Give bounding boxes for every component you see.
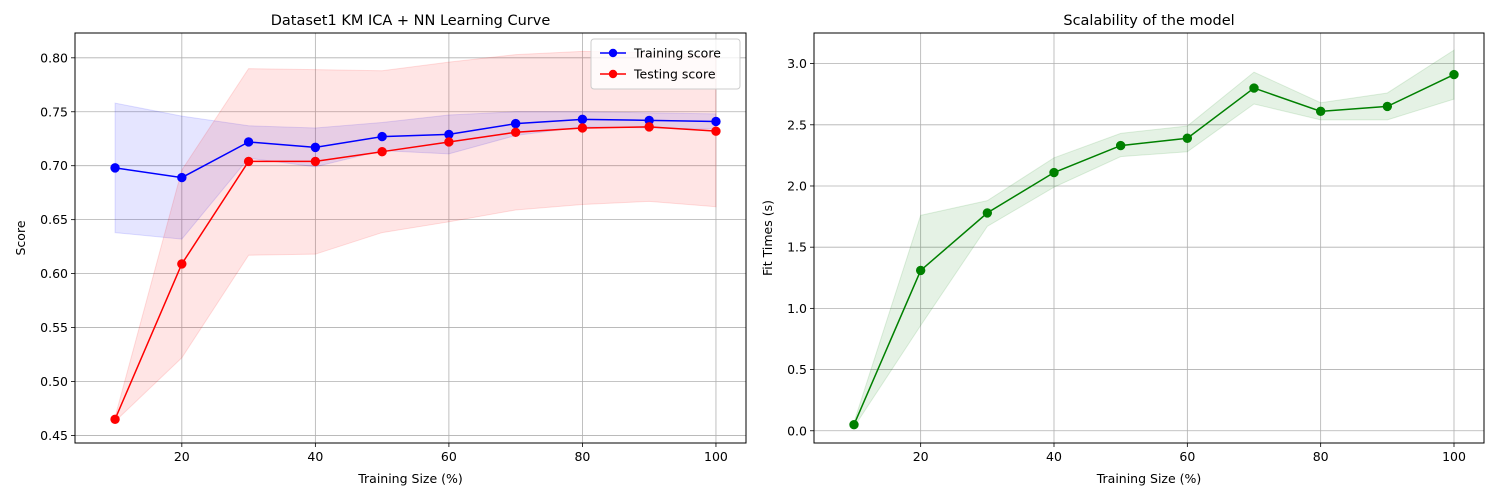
learning-curve-point-0 (577, 114, 588, 125)
scalability-point-0 (982, 208, 993, 218)
learning-curve-point-0 (510, 118, 521, 129)
scalability-line-0 (853, 73, 1455, 425)
learning-curve-ytick-label: 0.45 (40, 428, 68, 443)
learning-curve-xtick-label: 60 (441, 449, 457, 464)
learning-curve-ylabel: Score (13, 220, 28, 255)
learning-curve-plot: Dataset1 KM ICA + NN Learning Curve Trai… (13, 13, 747, 486)
learning-curve-point-0 (377, 131, 387, 142)
learning-curve-ytick-label: 0.60 (40, 266, 68, 281)
learning-curve-point-1 (177, 259, 187, 269)
learning-curve-legend-label: Testing score (633, 67, 716, 82)
scalability-grid (814, 33, 1484, 443)
scalability-ytick-label: 2.0 (787, 178, 807, 193)
scalability-ytick-label: 1.0 (787, 301, 807, 316)
scalability-band-0 (853, 49, 1455, 429)
scalability-ytick-label: 1.5 (787, 240, 807, 255)
learning-curve-point-0 (177, 172, 187, 183)
learning-curve-legend-marker (608, 48, 618, 58)
learning-curve-ytick-label: 0.55 (40, 320, 68, 335)
scalability-point-0 (1049, 167, 1059, 178)
scalability-ytick-label: 0.0 (787, 423, 807, 438)
learning-curve-ytick-label: 0.75 (40, 104, 68, 119)
scalability-point-0 (1249, 83, 1259, 93)
learning-curve-ytick-label: 0.80 (40, 50, 68, 65)
learning-curve-legend: Training score Testing score (590, 38, 741, 90)
scalability-ytick-label: 3.0 (787, 56, 807, 71)
learning-curve-grid (75, 33, 746, 443)
scalability-xtick-label: 80 (1313, 449, 1329, 464)
learning-curve-legend-box (590, 38, 741, 90)
scalability-plot: Scalability of the model Training Size (… (760, 13, 1485, 486)
learning-curve-lines (110, 114, 721, 424)
learning-curve-point-1 (377, 146, 387, 157)
learning-curve-xtick-label: 80 (574, 449, 590, 464)
scalability-frame (813, 32, 1485, 444)
scalability-xtick-label: 20 (913, 449, 929, 464)
scalability-ylabel: Fit Times (s) (760, 200, 775, 276)
learning-curve-line-0 (114, 118, 716, 179)
learning-curve-point-0 (110, 163, 120, 173)
learning-curve-point-1 (711, 126, 721, 136)
scalability-xtick-label: 40 (1046, 449, 1062, 464)
learning-curve-title: Dataset1 KM ICA + NN Learning Curve (271, 13, 551, 29)
learning-curve-point-1 (444, 137, 454, 147)
learning-curve-frame (74, 32, 747, 444)
scalability-point-0 (1315, 106, 1326, 117)
scalability-title: Scalability of the model (1063, 13, 1234, 29)
learning-curve-point-1 (243, 156, 254, 167)
scalability-point-0 (915, 265, 926, 276)
scalability-point-0 (849, 419, 859, 430)
learning-curve-point-0 (243, 137, 254, 147)
learning-curve-point-1 (577, 123, 588, 133)
learning-curve-point-0 (711, 116, 721, 127)
scalability-xtick-label: 100 (1442, 449, 1466, 464)
learning-curve-xtick-label: 100 (704, 449, 728, 464)
scalability-xlabel: Training Size (%) (1096, 471, 1202, 486)
scalability-point-0 (1382, 101, 1393, 112)
learning-curve-point-1 (644, 122, 654, 132)
learning-curve-point-1 (310, 156, 321, 167)
learning-curve-ticks: 20 40 60 80 100 0.45 0.50 0.55 0.60 0.65 0.70 0.75 0… (40, 50, 728, 464)
learning-curve-point-1 (110, 414, 120, 424)
learning-curve-point-0 (310, 142, 321, 153)
scalability-bands (853, 49, 1455, 429)
learning-curve-xtick-label: 20 (174, 449, 190, 464)
learning-curve-line-1 (114, 126, 717, 420)
learning-curve-xtick-label: 40 (307, 449, 323, 464)
learning-curve-ytick-label: 0.50 (40, 374, 68, 389)
scalability-ytick-label: 0.5 (787, 362, 807, 377)
scalability-point-0 (1449, 69, 1459, 80)
learning-curve-ytick-label: 0.70 (40, 158, 68, 173)
learning-curve-xlabel: Training Size (%) (357, 471, 463, 486)
scalability-point-0 (1182, 133, 1193, 143)
learning-curve-legend-marker (608, 69, 618, 79)
learning-curve-ytick-label: 0.65 (40, 212, 68, 227)
scalability-ytick-label: 2.5 (787, 117, 807, 132)
scalability-point-0 (1115, 140, 1126, 151)
learning-curve-legend-label: Training score (633, 46, 721, 61)
scalability-ticks: 20 40 60 80 100 0.0 0.5 1.0 1.5 2.0 2.5 3.0 (787, 56, 1466, 464)
scalability-xtick-label: 60 (1179, 449, 1195, 464)
scalability-lines (849, 69, 1459, 430)
learning-curve-point-1 (510, 127, 521, 137)
